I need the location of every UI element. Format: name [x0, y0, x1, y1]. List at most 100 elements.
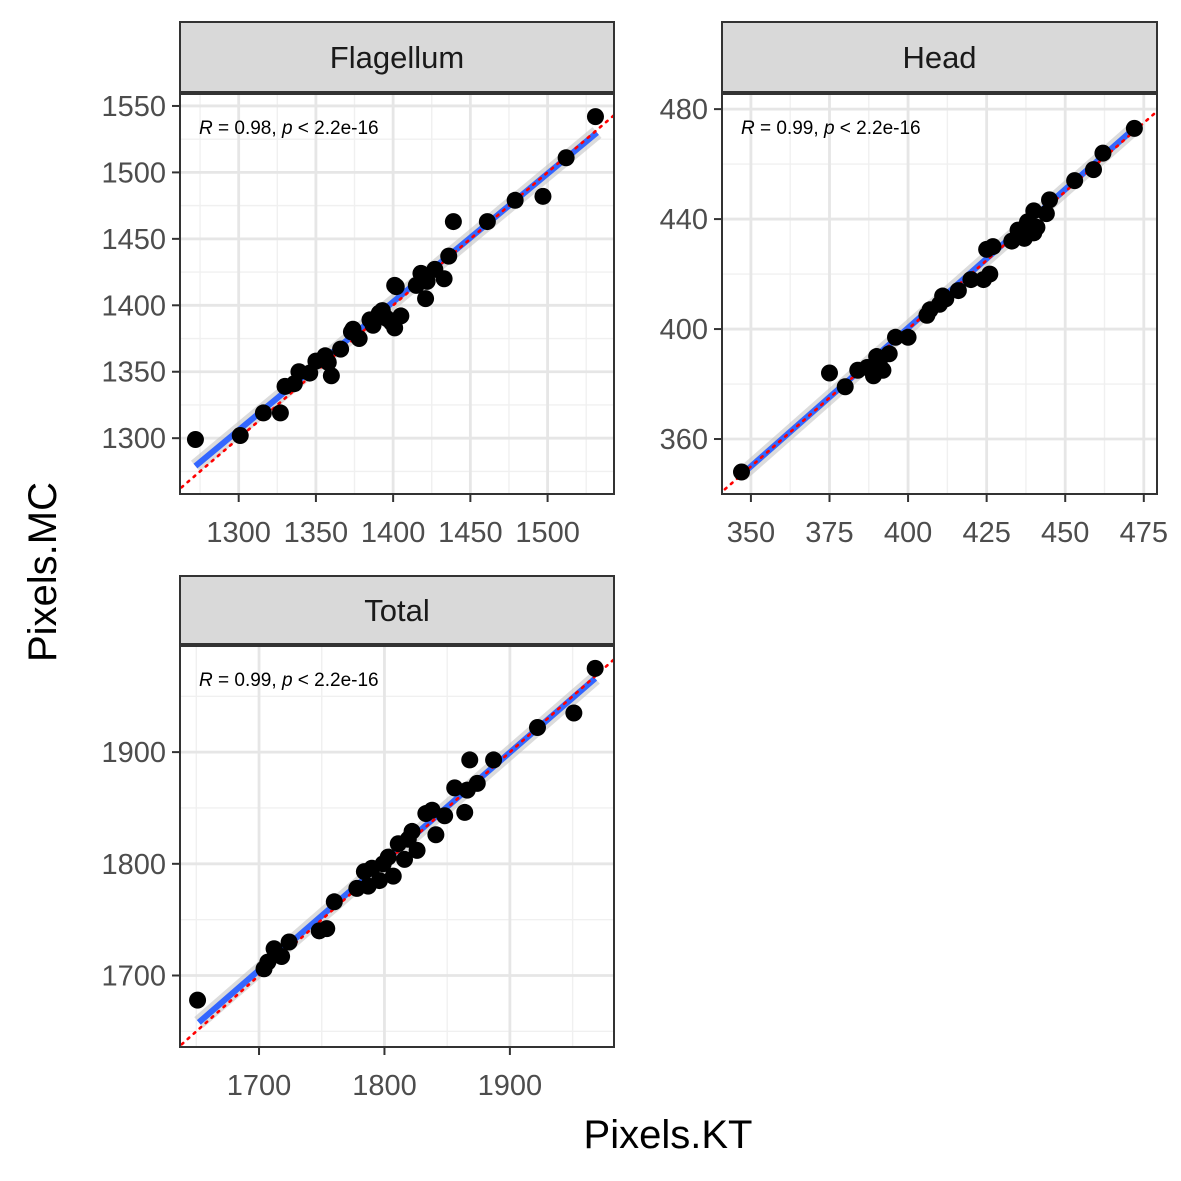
- facet-strip-head: [721, 21, 1158, 93]
- data-point: [886, 328, 904, 346]
- data-point: [273, 948, 291, 966]
- x-tick-label: 475: [1120, 517, 1168, 549]
- y-tick-label: 1550: [101, 91, 166, 123]
- facet-strip-label-head: Head: [902, 40, 976, 75]
- data-point: [318, 920, 336, 938]
- panel-border-head: [721, 93, 1158, 495]
- x-tick-label: 1300: [206, 517, 271, 549]
- data-point: [949, 282, 967, 300]
- x-tick-label: 1800: [352, 1070, 417, 1102]
- data-point: [874, 361, 892, 379]
- data-point: [446, 779, 464, 797]
- y-tick-label: 440: [660, 204, 708, 236]
- data-point: [440, 247, 458, 265]
- data-point: [1085, 161, 1103, 179]
- data-point: [325, 893, 343, 911]
- x-tick-label: 450: [1041, 517, 1089, 549]
- data-point: [468, 774, 486, 792]
- data-point: [332, 340, 350, 358]
- data-point: [586, 659, 604, 677]
- facet-strip-total: [179, 575, 615, 645]
- data-point: [254, 404, 272, 422]
- data-point: [981, 265, 999, 283]
- data-point: [528, 719, 546, 737]
- data-point: [322, 367, 340, 385]
- data-point: [427, 826, 445, 844]
- y-axis-title: Pixels.MC: [21, 482, 65, 662]
- data-point: [350, 330, 368, 348]
- x-tick-label: 1500: [515, 517, 580, 549]
- data-point: [962, 271, 980, 289]
- panel-head: R = 0.99, p < 2.2e-16 Head 350 375 400 425 450…: [660, 21, 1168, 549]
- x-tick-label: 1900: [478, 1070, 543, 1102]
- data-point: [461, 751, 479, 769]
- data-point: [435, 270, 453, 288]
- data-point: [408, 841, 426, 859]
- data-point: [1094, 144, 1112, 162]
- data-point: [186, 431, 204, 449]
- panel-flagellum: R = 0.98, p < 2.2e-16 Flagellum 1300 1350 14…: [101, 21, 615, 549]
- data-point: [478, 213, 496, 231]
- y-tick-label: 1400: [101, 290, 166, 322]
- data-point: [392, 307, 410, 325]
- facet-panels: R = 0.98, p < 2.2e-16 Flagellum 1300 1350 14…: [101, 21, 1168, 1102]
- data-point: [1041, 191, 1059, 209]
- facet-strip-label-total: Total: [364, 593, 429, 628]
- panel-total: R = 0.99, p < 2.2e-16 Total 1700 1800 1900 17…: [101, 575, 615, 1102]
- data-point: [384, 867, 402, 885]
- x-tick-label: 1400: [361, 517, 426, 549]
- y-tick-label: 1300: [101, 423, 166, 455]
- data-point: [732, 463, 750, 481]
- y-tick-label: 1700: [101, 961, 166, 993]
- x-tick-label: 400: [884, 517, 932, 549]
- identity-line: [180, 113, 614, 491]
- data-point: [271, 404, 289, 422]
- y-tick-label: 1450: [101, 224, 166, 256]
- y-tick-label: 400: [660, 314, 708, 346]
- data-point: [231, 427, 249, 445]
- x-tick-label: 375: [805, 517, 853, 549]
- x-tick-label: 425: [962, 517, 1010, 549]
- facet-strip-label-flagellum: Flagellum: [330, 40, 464, 75]
- x-tick-label: 350: [727, 517, 775, 549]
- data-point: [485, 751, 503, 769]
- data-point: [506, 191, 524, 209]
- x-tick-label: 1700: [227, 1070, 292, 1102]
- correlation-annotation: R = 0.99, p < 2.2e-16: [199, 670, 379, 691]
- data-point: [836, 378, 854, 396]
- data-point: [899, 328, 917, 346]
- x-tick-label: 1350: [284, 517, 349, 549]
- plot-area-flagellum: [180, 108, 614, 491]
- y-tick-label: 1800: [101, 849, 166, 881]
- data-point: [379, 848, 397, 866]
- data-point: [417, 290, 435, 308]
- y-tick-label: 1900: [101, 737, 166, 769]
- data-point: [1028, 218, 1046, 236]
- data-point: [280, 933, 298, 951]
- data-point: [319, 353, 337, 371]
- panel-border-flagellum: [179, 93, 615, 495]
- data-point: [370, 872, 388, 890]
- data-point: [820, 364, 838, 382]
- y-tick-label: 480: [660, 94, 708, 126]
- plot-area-total: [180, 657, 614, 1047]
- correlation-annotation: R = 0.98, p < 2.2e-16: [199, 118, 379, 139]
- data-point: [456, 803, 474, 821]
- data-point: [444, 213, 462, 231]
- data-point: [937, 290, 955, 308]
- facet-strip-flagellum: [179, 21, 615, 93]
- panel-border-total: [179, 645, 615, 1048]
- data-point: [387, 278, 405, 296]
- y-tick-label: 1500: [101, 157, 166, 189]
- data-point: [984, 238, 1002, 256]
- data-point: [586, 108, 604, 126]
- data-point: [557, 149, 575, 167]
- data-point: [534, 187, 552, 205]
- x-tick-label: 1450: [438, 517, 503, 549]
- y-tick-label: 360: [660, 424, 708, 456]
- data-point: [436, 807, 454, 825]
- y-tick-label: 1350: [101, 357, 166, 389]
- plot-area-head: [722, 109, 1157, 494]
- data-point: [396, 850, 414, 868]
